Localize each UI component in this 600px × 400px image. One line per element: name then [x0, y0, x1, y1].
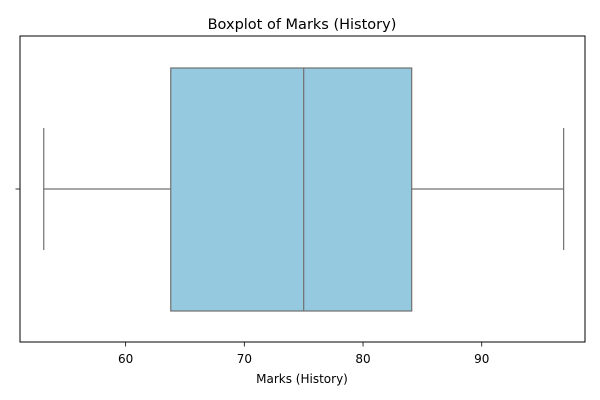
x-tick-label-80: 80 [355, 352, 370, 366]
x-tick-label-60: 60 [118, 352, 133, 366]
iqr-box [170, 67, 413, 312]
x-axis-ticks: 60 70 80 90 [118, 342, 489, 366]
x-axis-label: Marks (History) [256, 372, 348, 386]
chart-title: Boxplot of Marks (History) [208, 17, 397, 33]
x-tick-label-90: 90 [474, 352, 489, 366]
box-group [43, 67, 565, 312]
x-tick-label-70: 70 [237, 352, 252, 366]
